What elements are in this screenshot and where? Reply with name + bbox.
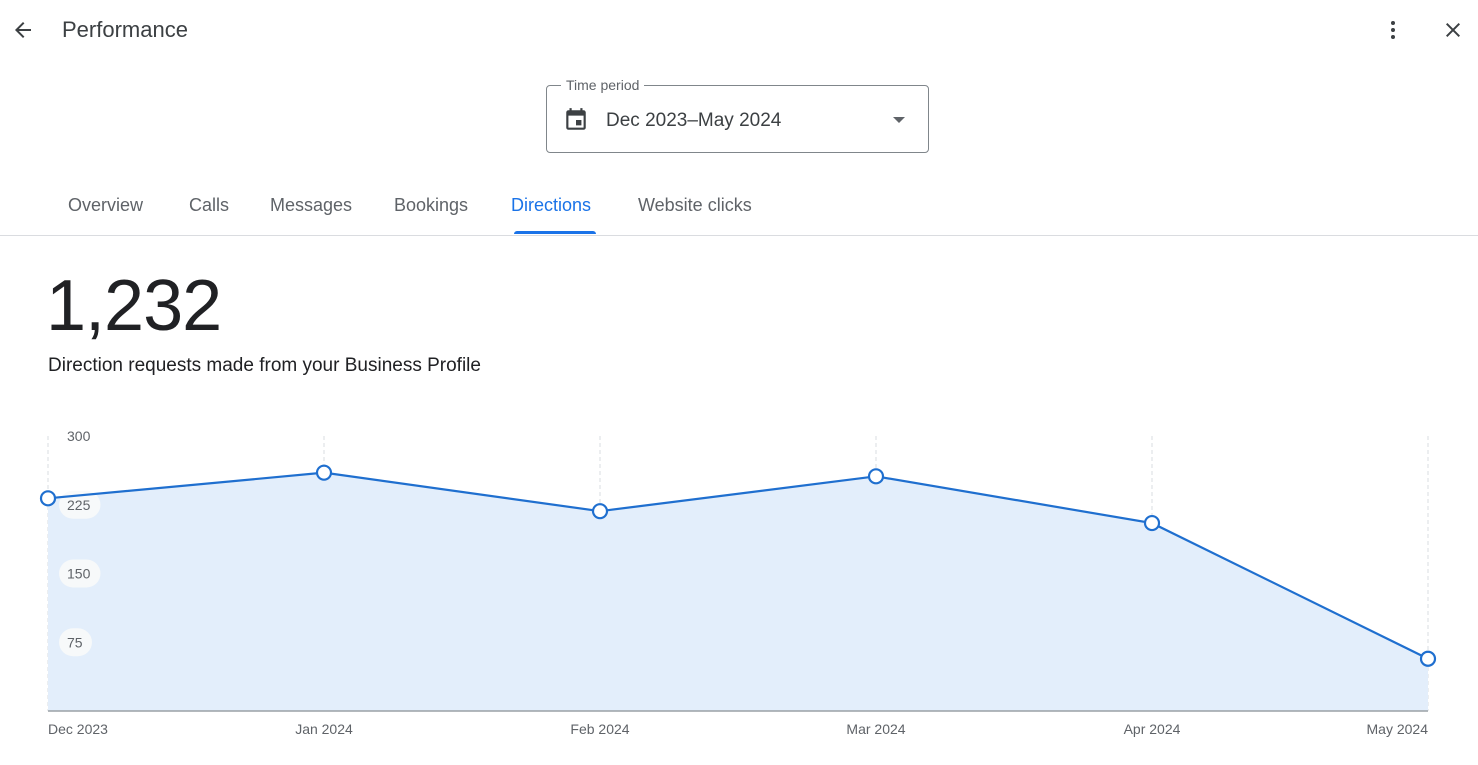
x-tick-label: Feb 2024 [570,721,629,737]
time-period-value: Dec 2023–May 2024 [606,110,782,131]
tab-bar: Overview Calls Messages Bookings Directi… [0,180,1478,236]
data-point[interactable] [591,503,609,520]
y-tick-label: 225 [67,497,91,513]
tab-bookings[interactable]: Bookings [394,195,469,215]
time-period-label: Time period [561,76,645,94]
tab-directions[interactable]: Directions [511,195,592,215]
calendar-icon [566,108,586,130]
close-button[interactable] [1434,10,1472,50]
x-tick-label: Dec 2023 [48,721,108,737]
time-period-select[interactable]: Time period Dec 2023–May 2024 [546,76,929,153]
metric-description: Direction requests made from your Busine… [48,355,481,376]
y-tick-label-bg [59,490,101,519]
metric-total: 1,232 [46,266,222,346]
data-point[interactable] [867,468,885,485]
chart-svg: 75 150 225 300 Dec 2023 Jan 2024 Feb 2024 Mar … [39,428,1437,737]
dropdown-arrow-icon [893,117,905,123]
page-title: Performance [62,17,188,42]
more-vert-icon [1391,21,1395,39]
data-point[interactable] [1143,514,1161,532]
tab-overview[interactable]: Overview [68,195,144,215]
data-point[interactable] [1419,650,1437,667]
directions-chart: 75 150 225 300 Dec 2023 Jan 2024 Feb 2024 Mar … [0,400,1478,765]
y-tick-label-bg [59,559,101,588]
tab-messages[interactable]: Messages [270,195,353,215]
chart-area [48,472,1428,711]
header: Performance [0,0,1478,60]
y-tick-label-bg [59,628,92,657]
data-point[interactable] [315,464,333,481]
active-tab-indicator [514,231,596,234]
more-options-button[interactable] [1374,10,1412,50]
tab-calls[interactable]: Calls [189,195,230,215]
x-tick-label: May 2024 [1367,721,1429,737]
data-point[interactable] [39,490,57,507]
arrow-back-icon [15,22,31,38]
x-tick-label: Mar 2024 [846,721,905,737]
back-button[interactable] [4,10,42,50]
tab-website-clicks[interactable]: Website clicks [638,195,752,215]
x-tick-label: Jan 2024 [295,721,353,737]
y-tick-label: 300 [67,428,91,444]
y-tick-label: 75 [67,634,83,650]
chart-line [47,471,1429,660]
y-tick-label: 150 [67,566,91,582]
close-icon [1446,23,1460,37]
x-tick-label: Apr 2024 [1124,721,1181,737]
